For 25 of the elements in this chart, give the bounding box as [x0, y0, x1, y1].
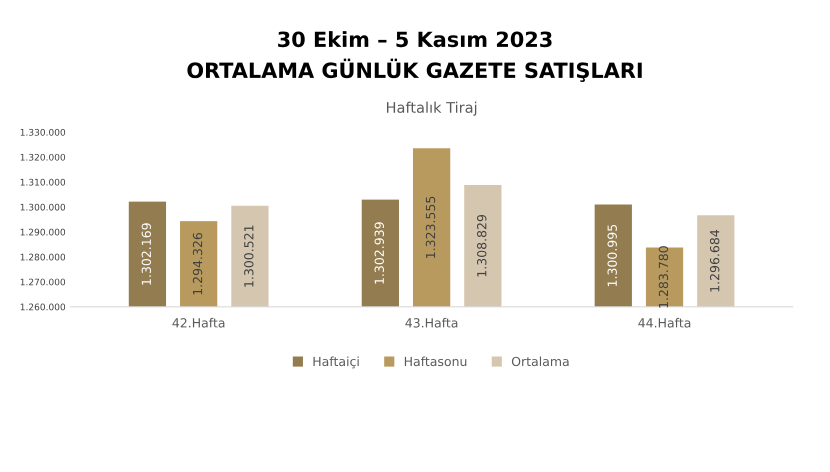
chart-title: 30 Ekim – 5 Kasım 2023 ORTALAMA GÜNLÜK GAZETE SATIŞLARI [187, 31, 642, 82]
data-label: 1.294.326 [192, 232, 202, 294]
x-tick-label: 43.Hafta [405, 318, 458, 328]
legend-label: Haftaiçi [313, 356, 359, 368]
chart-subtitle: Haftalık Tiraj [386, 102, 476, 116]
y-tick-label: 1.320.000 [20, 154, 66, 161]
data-label: 1.302.169 [142, 223, 152, 285]
data-label: 1.300.995 [607, 224, 617, 286]
y-tick-label: 1.290.000 [20, 228, 66, 236]
data-label: 1.283.780 [658, 246, 668, 308]
x-tick-label: 42.Hafta [172, 318, 224, 328]
data-label: 1.323.555 [426, 196, 436, 258]
y-tick-label: 1.270.000 [20, 278, 66, 286]
x-tick-label: 44.Hafta [638, 318, 690, 328]
legend-label: Ortalama [512, 356, 569, 366]
y-tick-label: 1.330.000 [20, 128, 66, 136]
y-tick-label: 1.310.000 [20, 178, 66, 186]
data-label: 1.308.829 [477, 214, 486, 276]
data-label: 1.300.521 [244, 226, 254, 287]
y-tick-label: 1.260.000 [20, 304, 66, 310]
legend-label: Haftasonu [404, 356, 466, 366]
data-label: 1.302.939 [374, 222, 384, 284]
y-tick-label: 1.300.000 [20, 204, 66, 211]
y-tick-label: 1.280.000 [20, 254, 66, 260]
data-label: 1.296.684 [710, 230, 720, 292]
